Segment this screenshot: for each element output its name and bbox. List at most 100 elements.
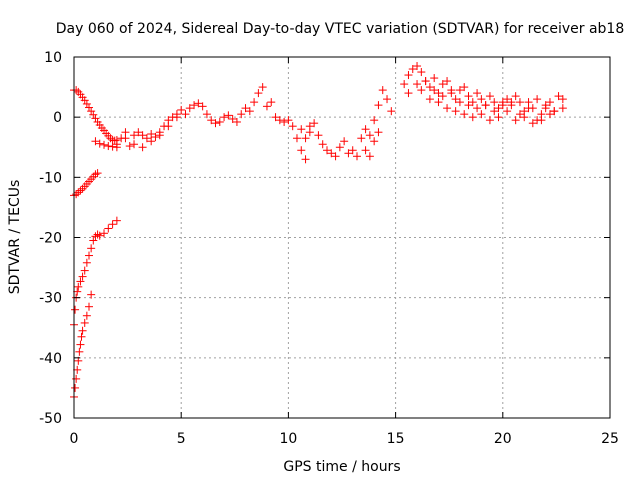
data-point <box>130 131 139 140</box>
data-point <box>361 125 370 134</box>
data-point <box>87 290 96 299</box>
data-point <box>202 110 211 119</box>
data-point <box>327 149 336 158</box>
data-point <box>181 110 190 119</box>
data-point <box>292 134 301 143</box>
y-tick-label: 0 <box>53 110 62 126</box>
data-point <box>374 128 383 137</box>
data-point <box>93 169 102 178</box>
data-point <box>533 95 542 104</box>
x-axis-label: GPS time / hours <box>283 459 400 475</box>
data-point <box>91 170 100 179</box>
data-point <box>473 89 482 98</box>
data-point <box>284 116 293 125</box>
data-point <box>541 101 550 110</box>
data-point <box>473 104 482 113</box>
data-point <box>511 92 520 101</box>
data-point <box>73 365 82 374</box>
data-point <box>297 146 306 155</box>
data-point <box>447 89 456 98</box>
data-point <box>190 101 199 110</box>
data-point <box>93 230 102 239</box>
data-point <box>310 119 319 128</box>
data-point <box>82 311 91 320</box>
data-point <box>443 77 452 86</box>
data-point <box>494 104 503 113</box>
data-point <box>503 107 512 116</box>
data-point <box>110 136 119 145</box>
data-point <box>258 83 267 92</box>
data-point <box>520 113 529 122</box>
data-point <box>112 140 121 149</box>
data-point <box>490 98 499 107</box>
data-point <box>425 83 434 92</box>
data-point <box>151 133 160 142</box>
data-point <box>71 305 80 314</box>
data-point <box>404 89 413 98</box>
data-point <box>468 113 477 122</box>
data-point <box>481 101 490 110</box>
data-point <box>164 122 173 131</box>
data-point <box>417 86 426 95</box>
data-point <box>340 137 349 146</box>
data-point <box>301 155 310 164</box>
data-point <box>76 186 85 195</box>
data-point <box>100 229 109 238</box>
data-point <box>558 104 567 113</box>
y-tick-label: -50 <box>39 411 62 427</box>
data-point <box>108 142 117 151</box>
data-point <box>155 131 164 140</box>
data-point <box>425 95 434 104</box>
data-point <box>537 116 546 125</box>
data-point <box>80 266 89 275</box>
x-tick-label: 20 <box>494 431 512 447</box>
data-point <box>275 116 284 125</box>
data-point <box>172 113 181 122</box>
data-point <box>365 131 374 140</box>
data-point <box>89 110 98 119</box>
data-point <box>524 104 533 113</box>
data-point <box>207 116 216 125</box>
data-point <box>245 107 254 116</box>
data-point <box>280 117 289 126</box>
data-point <box>89 236 98 245</box>
data-point <box>271 113 280 122</box>
data-point <box>464 101 473 110</box>
data-point <box>413 80 422 89</box>
data-point <box>82 258 91 267</box>
x-tick-label: 0 <box>70 431 79 447</box>
data-point <box>91 232 100 241</box>
data-point <box>404 71 413 80</box>
data-point <box>262 102 271 111</box>
data-point <box>455 98 464 107</box>
y-tick-label: -30 <box>39 291 62 307</box>
data-point <box>250 98 259 107</box>
data-point <box>228 114 237 123</box>
data-point <box>215 117 224 126</box>
data-point <box>71 383 80 392</box>
data-point <box>85 103 94 112</box>
data-point <box>73 287 82 296</box>
data-point <box>106 134 115 143</box>
data-point <box>485 92 494 101</box>
data-point <box>104 224 113 233</box>
data-point <box>85 302 94 311</box>
data-point <box>75 347 84 356</box>
data-point <box>91 137 100 146</box>
data-point <box>121 134 130 143</box>
data-point <box>318 140 327 149</box>
data-point <box>331 152 340 161</box>
data-point <box>335 143 344 152</box>
data-point <box>451 107 460 116</box>
data-point <box>237 110 246 119</box>
data-point <box>78 326 87 335</box>
y-axis-label: SDTVAR / TECUs <box>7 180 23 295</box>
data-point <box>460 83 469 92</box>
data-point <box>301 134 310 143</box>
data-point <box>515 98 524 107</box>
data-point <box>95 139 104 148</box>
data-point <box>322 146 331 155</box>
y-tick-label: 10 <box>44 50 62 66</box>
data-point <box>232 117 241 126</box>
data-point <box>477 110 486 119</box>
